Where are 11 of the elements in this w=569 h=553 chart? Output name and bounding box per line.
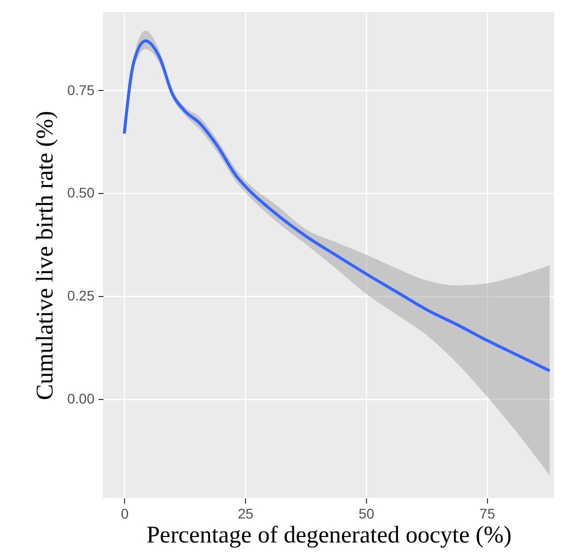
x-tick-label: 0	[120, 506, 129, 522]
x-tick-label: 75	[480, 506, 496, 522]
x-axis-title: Percentage of degenerated oocyte (%)	[146, 522, 512, 548]
y-axis-title: Cumulative live birth rate (%)	[32, 110, 58, 400]
y-tick-label: 0.75	[67, 82, 95, 98]
y-tick-label: 0.50	[67, 184, 95, 201]
x-tick-label: 50	[358, 506, 374, 522]
x-tick-label: 25	[238, 506, 254, 522]
y-tick-label: 0.00	[67, 390, 95, 407]
line-series	[122, 39, 552, 372]
y-tick-label: 0.25	[67, 288, 95, 304]
